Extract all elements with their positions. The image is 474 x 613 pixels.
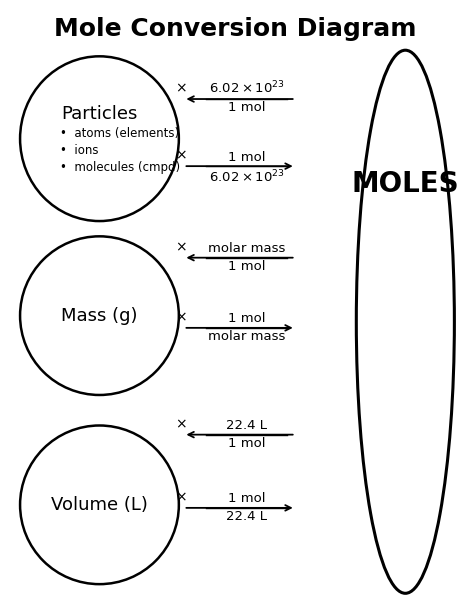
Text: $\times$: $\times$ [175, 490, 187, 504]
Text: $\times$: $\times$ [175, 310, 187, 324]
Text: •  ions: • ions [60, 145, 98, 158]
Text: Mass (g): Mass (g) [61, 306, 138, 325]
Text: $\times$: $\times$ [175, 82, 187, 96]
Text: 1 mol: 1 mol [228, 492, 265, 506]
Text: 1 mol: 1 mol [228, 260, 265, 273]
Text: molar mass: molar mass [208, 330, 285, 343]
Text: MOLES: MOLES [352, 170, 459, 199]
Text: molar mass: molar mass [208, 242, 285, 255]
Text: Particles: Particles [61, 105, 137, 123]
Text: 1 mol: 1 mol [228, 151, 265, 164]
Text: $6.02 \times 10^{23}$: $6.02 \times 10^{23}$ [209, 80, 284, 97]
Text: 22.4 L: 22.4 L [226, 510, 267, 524]
Text: 22.4 L: 22.4 L [226, 419, 267, 432]
Text: 1 mol: 1 mol [228, 313, 265, 326]
Text: $6.02 \times 10^{23}$: $6.02 \times 10^{23}$ [209, 169, 284, 185]
Text: •  atoms (elements): • atoms (elements) [60, 128, 179, 140]
Text: $\times$: $\times$ [175, 417, 187, 431]
Text: 1 mol: 1 mol [228, 102, 265, 115]
Text: Mole Conversion Diagram: Mole Conversion Diagram [54, 17, 416, 40]
Text: 1 mol: 1 mol [228, 437, 265, 450]
Text: $\times$: $\times$ [175, 148, 187, 162]
Text: $\times$: $\times$ [175, 240, 187, 254]
Text: •  molecules (cmpd): • molecules (cmpd) [60, 161, 180, 175]
Text: Volume (L): Volume (L) [51, 496, 148, 514]
